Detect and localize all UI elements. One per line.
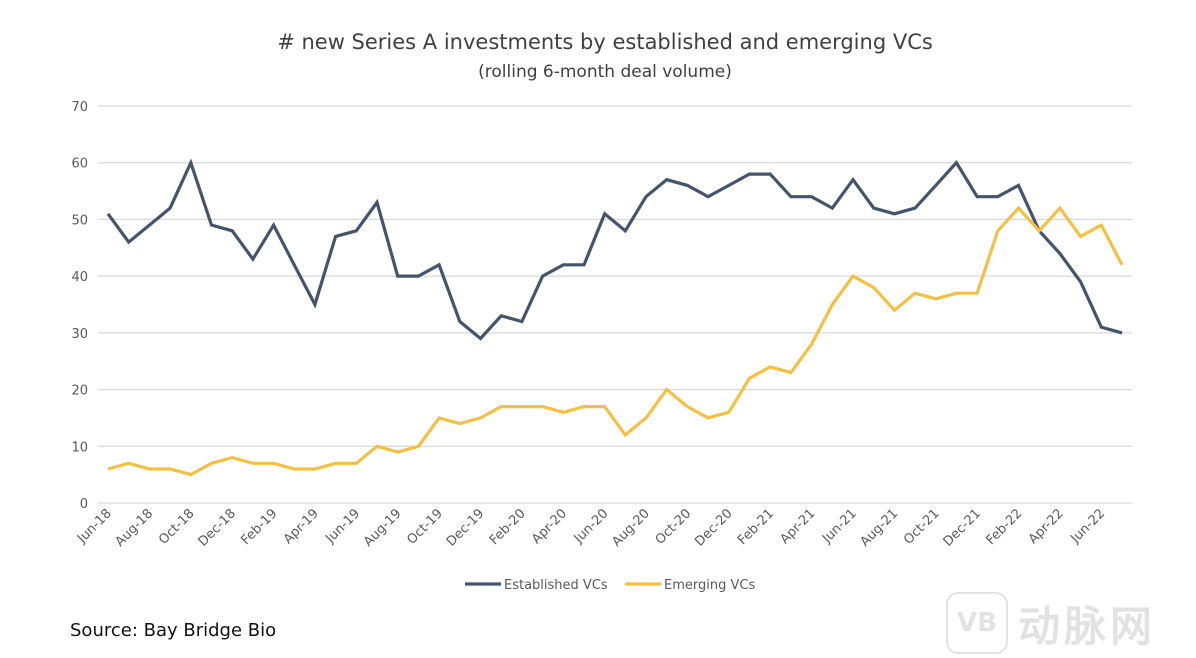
watermark-icon: VB [946, 592, 1008, 654]
y-tick-label: 40 [71, 270, 88, 285]
x-tick-label: Apr-22 [1026, 506, 1067, 547]
chart-subtitle: (rolling 6-month deal volume) [478, 62, 732, 82]
x-tick-label: Feb-20 [487, 506, 529, 548]
y-tick-label: 10 [71, 440, 88, 455]
x-tick-label: Feb-21 [735, 506, 777, 548]
series-line-established-vcs [106, 158, 1123, 341]
x-tick-label: Dec-21 [941, 506, 984, 549]
x-tick-label: Jun-18 [74, 506, 115, 547]
y-tick-label: 60 [71, 157, 88, 172]
x-tick-label: Apr-19 [281, 506, 322, 547]
source-note: Source: Bay Bridge Bio [70, 620, 277, 641]
x-tick-label: Jun-22 [1067, 506, 1108, 547]
x-tick-label: Dec-20 [692, 506, 735, 549]
x-tick-label: Aug-21 [858, 506, 902, 550]
series-line-emerging-vcs [107, 205, 1124, 477]
y-tick-label: 0 [80, 497, 88, 512]
x-tick-label: Jun-20 [571, 506, 612, 547]
y-tick-label: 50 [71, 213, 88, 228]
y-tick-label: 30 [71, 327, 88, 342]
x-tick-label: Dec-18 [196, 506, 239, 549]
x-tick-label: Jun-21 [819, 506, 860, 547]
x-tick-label: Feb-22 [983, 506, 1025, 548]
y-tick-label: 70 [71, 100, 88, 115]
x-tick-label: Feb-19 [238, 506, 280, 548]
x-tick-label: Oct-19 [404, 506, 446, 548]
legend-label: Established VCs [504, 578, 608, 593]
watermark-text: 动脉网 [1018, 601, 1157, 651]
x-tick-label: Aug-20 [609, 506, 653, 550]
legend-label: Emerging VCs [664, 578, 755, 593]
x-tick-label: Oct-20 [653, 506, 695, 548]
x-tick-label: Oct-21 [901, 506, 943, 548]
x-tick-label: Apr-21 [777, 506, 818, 547]
x-tick-label: Oct-18 [156, 506, 198, 548]
x-tick-label: Apr-20 [529, 506, 570, 547]
x-tick-label: Aug-19 [361, 506, 405, 550]
x-tick-label: Dec-19 [444, 506, 487, 549]
chart-title: # new Series A investments by establishe… [277, 30, 933, 54]
x-tick-label: Jun-19 [322, 506, 363, 547]
watermark-logo: VB 动脉网 [946, 592, 1156, 654]
x-tick-label: Aug-18 [113, 506, 157, 550]
y-tick-label: 20 [71, 384, 88, 399]
